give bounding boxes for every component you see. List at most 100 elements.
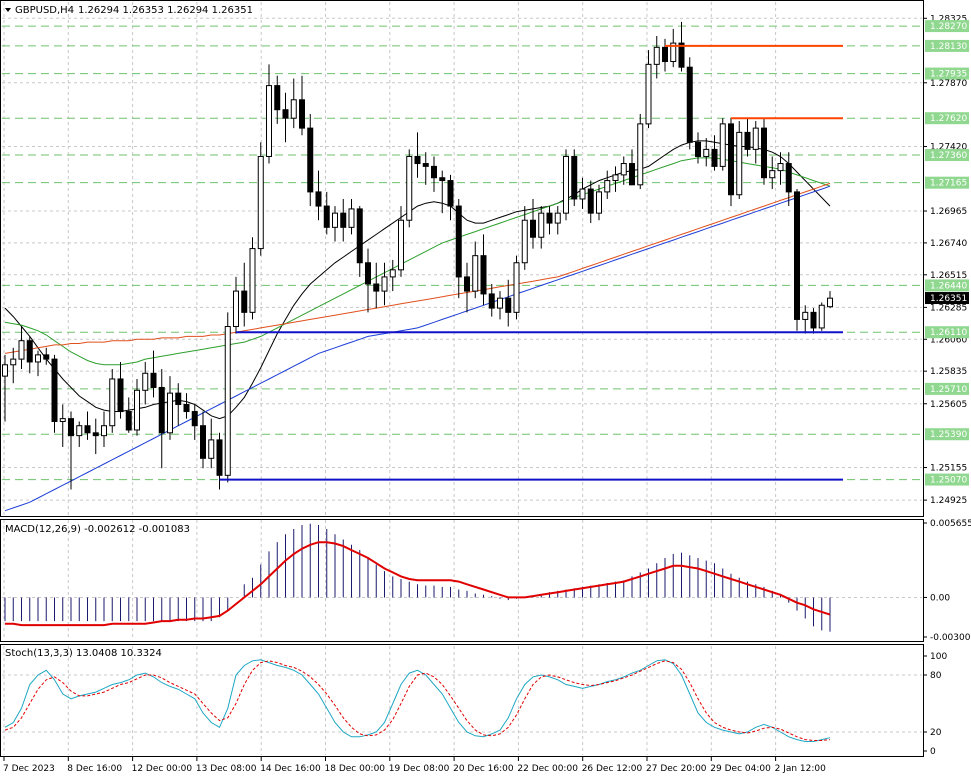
time-label: 22 Dec 00:00 <box>517 764 578 774</box>
time-label: 26 Dec 12:00 <box>582 764 643 774</box>
candle-body <box>150 372 157 388</box>
level-badge-label: 1.27620 <box>930 114 967 124</box>
candle-body <box>68 418 74 437</box>
candle-body <box>761 127 767 179</box>
candle-body <box>290 99 297 119</box>
candle-body <box>10 358 17 366</box>
time-label: 13 Dec 08:00 <box>196 764 257 774</box>
candle-body <box>101 425 107 437</box>
candle-body <box>51 358 58 422</box>
candle-body <box>554 212 561 224</box>
candle-body <box>678 42 685 68</box>
time-label: 8 Dec 16:00 <box>67 764 122 774</box>
level-badge-label: 1.25390 <box>930 430 967 440</box>
level-badge-label: 1.27935 <box>930 70 967 80</box>
candle-body <box>447 180 454 207</box>
candle-body <box>422 163 429 167</box>
candle-body <box>224 326 231 476</box>
candle-body <box>125 411 132 431</box>
level-badge-label: 1.26440 <box>930 281 967 291</box>
candle-body <box>827 297 833 308</box>
level-badge <box>925 326 969 339</box>
candle-body <box>769 170 776 179</box>
macd-signal-line <box>5 541 831 627</box>
candle-body <box>629 163 635 186</box>
candle-body <box>398 219 404 271</box>
candle-body <box>785 163 792 193</box>
candle-body <box>728 123 734 196</box>
candle-body <box>167 392 173 434</box>
candle-body <box>464 276 470 292</box>
candle-body <box>158 386 165 434</box>
time-label: 2 Jan 12:00 <box>775 764 827 774</box>
candle-body <box>563 155 569 214</box>
level-badge-label: 1.28130 <box>930 42 967 52</box>
triangle-down-icon[interactable] <box>5 8 11 12</box>
level-badge <box>925 20 969 33</box>
support-resistance-lines[interactable] <box>219 44 844 481</box>
level-badge <box>925 279 969 292</box>
candle-body <box>348 208 355 228</box>
price-tick-label: 1.26515 <box>930 271 967 281</box>
time-label: 19 Dec 08:00 <box>389 764 450 774</box>
candle-body <box>183 403 190 413</box>
candle-body <box>513 262 520 313</box>
stoch-main-line <box>4 659 831 742</box>
candle-body <box>92 432 99 437</box>
stoch-pane-frame <box>0 644 924 757</box>
level-badge <box>925 382 969 395</box>
candle-body <box>686 66 693 143</box>
candle-body <box>802 311 809 320</box>
candle-body <box>579 188 586 200</box>
candle-body <box>521 219 528 264</box>
candle-body <box>18 340 25 360</box>
candle-body <box>282 109 289 119</box>
candle-body <box>736 131 743 196</box>
candle-body <box>818 304 825 329</box>
level-badge <box>925 473 969 486</box>
candle-body <box>249 248 256 313</box>
candle-body <box>439 177 446 182</box>
candle-body <box>546 212 553 224</box>
moving-average-line <box>4 157 831 366</box>
candle-body <box>389 269 396 278</box>
candle-body <box>241 290 248 313</box>
candle-body <box>752 127 759 150</box>
level-badge-label: 1.25710 <box>930 385 967 395</box>
candle-body <box>431 165 437 179</box>
level-badge <box>925 176 969 189</box>
candle-body <box>84 425 91 434</box>
level-badge <box>925 39 969 52</box>
level-badge-label: 1.27165 <box>930 179 967 189</box>
price-tick-label: 1.25835 <box>930 367 967 377</box>
price-tick-label: 1.24925 <box>930 496 967 506</box>
candle-body <box>191 411 198 427</box>
candle-body <box>794 191 800 320</box>
candle-body <box>604 180 611 193</box>
candle-body <box>777 163 784 172</box>
candle-body <box>26 340 33 363</box>
level-badge-label: 1.28270 <box>930 22 967 32</box>
candle-body <box>274 85 281 111</box>
stoch-signal-line <box>4 660 831 741</box>
time-label: 7 Dec 2023 <box>3 764 55 774</box>
time-label: 29 Dec 04:00 <box>710 764 771 774</box>
time-label: 14 Dec 16:00 <box>260 764 321 774</box>
candle-body <box>596 191 602 214</box>
level-badge-label: 1.27360 <box>930 151 967 161</box>
time-label: 27 Dec 20:00 <box>646 764 707 774</box>
candle-body <box>719 123 726 167</box>
candle-body <box>365 262 371 285</box>
candle-body <box>587 188 594 214</box>
candle-body <box>662 46 668 63</box>
level-badge <box>925 112 969 125</box>
candle-body <box>695 141 701 157</box>
candle-body <box>645 63 652 125</box>
candle-body <box>307 127 314 193</box>
candle-body <box>323 205 330 228</box>
candle-body <box>488 293 495 309</box>
price-axis: 1.28325 1.27870 1.27420 1.26965 1.26740 1.265… <box>923 14 971 757</box>
candle-body <box>711 148 718 167</box>
candle-body <box>340 212 347 228</box>
